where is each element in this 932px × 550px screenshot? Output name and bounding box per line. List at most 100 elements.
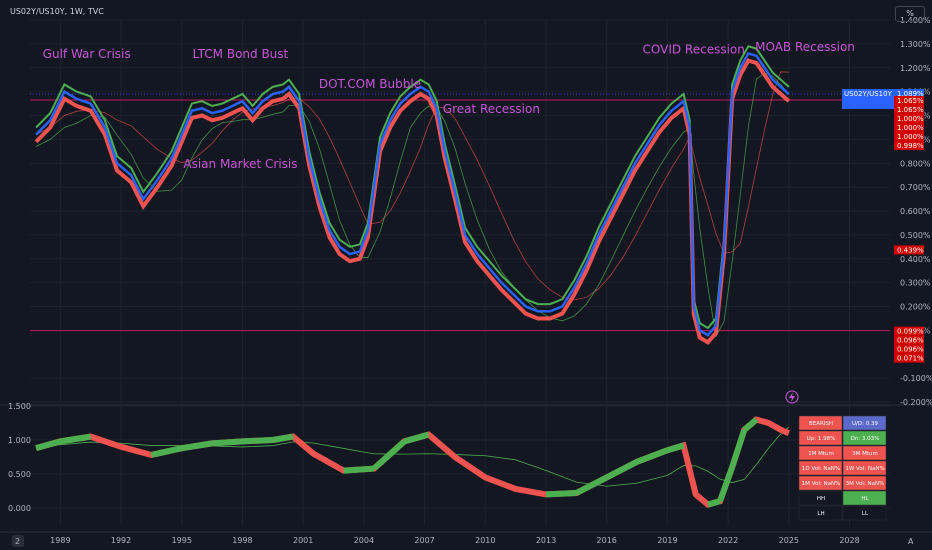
osc-y-tick-label: 0.500 <box>8 470 31 479</box>
level-badge-label: 1.000% <box>897 124 924 132</box>
y-tick-label: 0.600% <box>900 207 931 216</box>
stats-cell-label: 3M Mtum <box>852 451 878 457</box>
annotation-label: LTCM Bond Bust <box>193 47 289 61</box>
y-tick-label: 1.300% <box>900 40 931 49</box>
annotation-label: Asian Market Crisis <box>183 157 297 171</box>
scale-percent-button[interactable]: % <box>895 6 925 22</box>
level-badge-label: 0.071% <box>897 355 924 363</box>
stats-cell <box>798 445 843 461</box>
osc-up-segment <box>343 465 375 474</box>
osc-up-segment <box>574 474 609 496</box>
level-badge-label: 1.000% <box>897 115 924 123</box>
y-tick-label: 0.800% <box>900 159 931 168</box>
annotation-label: COVID Recession <box>643 42 745 56</box>
stats-cell <box>842 445 887 461</box>
level-badge <box>894 140 924 150</box>
osc-up-segment <box>35 438 62 452</box>
level-badge <box>894 113 924 123</box>
y-tick-label: -0.200% <box>900 398 932 407</box>
osc-up-segment <box>666 442 685 454</box>
osc-up-segment <box>707 498 721 508</box>
bottom-badge[interactable]: 2 <box>12 535 24 547</box>
axes: 1989 1992 1995 1998 2001 2004 2007 2010 2013 2016… <box>8 16 932 545</box>
level-badge <box>894 104 924 114</box>
annotation-label: MOAB Recession <box>755 40 855 54</box>
stats-cell <box>842 415 887 431</box>
symbol-title: US02Y/US10Y, 1W, TVC <box>10 7 104 16</box>
y-tick-label: -0.100% <box>900 374 932 383</box>
annotations: Gulf War Crisis LTCM Bond Bust DOT.COM Bub… <box>43 40 855 171</box>
stats-cell-label: LL <box>862 511 869 517</box>
annotation-label: Gulf War Crisis <box>43 47 131 61</box>
level-badge-label: 0.096% <box>897 337 924 345</box>
stats-cell-label: BEARISH <box>809 421 833 427</box>
level-badge-label: 0.998% <box>897 142 924 150</box>
osc-up-segment <box>242 437 273 445</box>
x-tick-label: 1989 <box>50 536 70 545</box>
x-tick-label: 2013 <box>536 536 556 545</box>
osc-up-segment <box>211 438 243 447</box>
medium-average-line <box>35 72 790 338</box>
y-tick-label: 0.200% <box>900 303 931 312</box>
y-tick-label: 0.500% <box>900 231 931 240</box>
main-series <box>34 45 791 345</box>
osc-up-segment <box>729 428 748 469</box>
oscillator-series <box>35 416 790 508</box>
osc-up-segment <box>272 433 294 443</box>
osc-up-segment <box>742 417 759 433</box>
stats-cell <box>798 475 843 491</box>
y-tick-label: 1.200% <box>900 64 931 73</box>
osc-up-segment <box>717 466 735 503</box>
level-badge <box>894 344 924 354</box>
stats-cell <box>842 430 887 446</box>
x-tick-label: 2025 <box>779 536 799 545</box>
level-badge <box>894 95 924 105</box>
lightning-icon[interactable] <box>785 390 799 404</box>
stats-cell-label: 1M Vol: NaN% <box>802 481 841 487</box>
stats-cell <box>842 460 887 476</box>
osc-up-segment <box>403 431 430 445</box>
y-tick-label: 0.700% <box>900 183 931 192</box>
svg-text:2: 2 <box>15 537 20 546</box>
level-badge-label: 1.065% <box>897 97 924 105</box>
osc-up-segment <box>59 433 92 445</box>
x-tick-label: 2028 <box>839 536 859 545</box>
lower-band-line <box>34 58 791 345</box>
stats-cell-label: 3M Vol: NaN% <box>846 481 885 487</box>
stats-cell <box>798 505 843 521</box>
osc-up-segment <box>150 445 183 458</box>
osc-up-segment <box>635 447 669 465</box>
stats-cell-label: 1W Vol: NaN% <box>845 466 884 472</box>
x-tick-label: 2019 <box>657 536 677 545</box>
stats-cell <box>842 505 887 521</box>
osc-up-segment <box>605 459 639 481</box>
stats-cell-label: U/D: 0.39 <box>852 421 878 427</box>
price-badge-symbol: US02Y/US10Y <box>844 90 893 98</box>
osc-up-segment <box>545 490 577 498</box>
stats-cell-label: Dn: 3.03% <box>851 436 880 442</box>
osc-y-tick-label: 0.000 <box>8 504 31 513</box>
stats-cell-label: HL <box>861 496 869 502</box>
stats-cell <box>798 490 843 506</box>
osc-up-segment <box>181 440 213 452</box>
osc-up-segment <box>371 439 407 471</box>
auto-scale-button[interactable]: A <box>908 537 914 546</box>
x-tick-label: 2022 <box>718 536 738 545</box>
level-badge-label: 1.065% <box>897 106 924 114</box>
slow-average-line <box>35 71 789 301</box>
level-badge <box>894 131 924 141</box>
stats-cell-label: 1M Mtum <box>808 451 834 457</box>
stats-cell <box>842 490 887 506</box>
stats-cell <box>798 430 843 446</box>
level-badge <box>894 245 924 255</box>
osc-y-tick-label: 1.500 <box>8 402 31 411</box>
y-tick-label: 0.400% <box>900 255 931 264</box>
y-tick-label: 1.400% <box>900 16 931 25</box>
svg-text:A: A <box>908 537 914 546</box>
price-line <box>35 51 790 337</box>
price-badge-value: 1.089% <box>897 90 924 98</box>
y-tick-label: 0.300% <box>900 279 931 288</box>
level-badge-label: 0.099% <box>897 328 924 336</box>
